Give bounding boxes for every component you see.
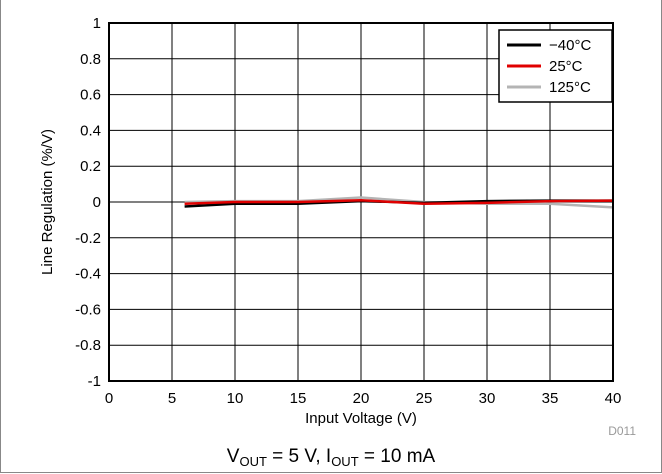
y-tick-label: 1 [93, 15, 101, 32]
y-tick-label: -0.6 [75, 301, 101, 318]
y-axis-title: Line Regulation (%/V) [39, 129, 56, 275]
caption-v: V [226, 446, 240, 467]
line-regulation-chart: 0 5 10 15 20 25 30 35 40 -1 -0.8 -0.6 -0.4 -0.2 0 0.2 0.… [39, 15, 636, 438]
caption-i-value: = 10 mA [358, 446, 436, 467]
series-lines [184, 196, 614, 209]
caption-v-subscript: OUT [239, 454, 267, 469]
tick-labels: 0 5 10 15 20 25 30 35 40 -1 -0.8 -0.6 -0.4 -0.2 0 0.2 0.… [75, 15, 621, 407]
x-tick-label: 0 [105, 390, 113, 407]
x-tick-label: 20 [353, 390, 370, 407]
legend-entry: 125°C [549, 79, 591, 96]
y-tick-label: 0 [93, 194, 101, 211]
test-conditions-caption: VOUT = 5 V, IOUT = 10 mA [0, 446, 662, 469]
y-tick-label: 0.6 [80, 87, 101, 104]
legend-entry: −40°C [549, 37, 591, 54]
y-tick-label: 0.4 [80, 122, 101, 139]
figure-code-label: D011 [608, 424, 636, 438]
x-tick-label: 25 [416, 390, 433, 407]
x-tick-label: 15 [290, 390, 307, 407]
legend-entry: 25°C [549, 58, 583, 75]
caption-v-value: = 5 V, [266, 446, 326, 467]
x-axis-title: Input Voltage (V) [305, 410, 417, 427]
series-line-1 [184, 198, 614, 206]
plot-area-border [108, 22, 614, 382]
y-tick-label: -1 [88, 373, 101, 390]
caption-i: I [325, 446, 332, 467]
y-tick-label: -0.8 [75, 337, 101, 354]
legend: −40°C 25°C 125°C [498, 29, 613, 103]
x-tick-label: 10 [227, 390, 244, 407]
y-tick-label: 0.8 [80, 51, 101, 68]
x-tick-label: 35 [542, 390, 559, 407]
x-tick-label: 5 [168, 390, 176, 407]
y-tick-label: -0.2 [75, 230, 101, 247]
x-tick-label: 30 [479, 390, 496, 407]
caption-i-subscript: OUT [331, 454, 359, 469]
y-tick-label: 0.2 [80, 158, 101, 175]
y-tick-label: -0.4 [75, 266, 101, 283]
x-tick-label: 40 [605, 390, 622, 407]
